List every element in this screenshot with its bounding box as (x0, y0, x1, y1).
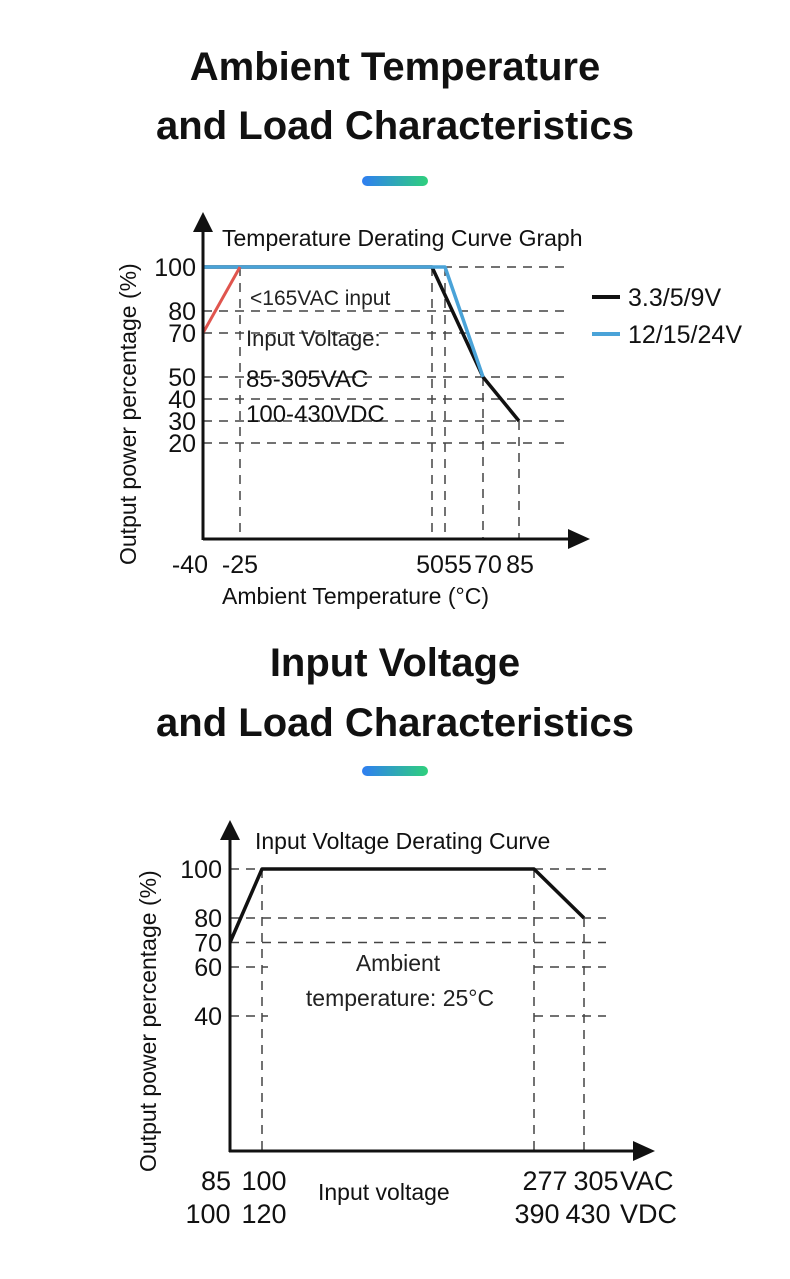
section1-title-line1: Ambient Temperature (189, 45, 601, 89)
c1-legend-label-blue: 12/15/24V (628, 321, 742, 349)
c2-xlabel: Input voltage (318, 1179, 450, 1205)
c1-title: Temperature Derating Curve Graph (222, 225, 583, 251)
c1-ytick-40: 40 (168, 386, 196, 414)
c2-x-unit-ac: VAC (620, 1166, 674, 1196)
c1-legend-label-black: 3.3/5/9V (628, 284, 721, 312)
c2-xtick-dc-100: 100 (185, 1199, 230, 1229)
c2-ytick-60: 60 (194, 954, 222, 982)
c1-xtick--25: -25 (222, 551, 258, 579)
c1-xtick--40: -40 (172, 551, 208, 579)
section1-accent-divider (362, 176, 428, 186)
c2-xtick-ac-305: 305 (573, 1166, 618, 1196)
c1-xtick-55: 55 (444, 551, 472, 579)
c2-title: Input Voltage Derating Curve (255, 828, 550, 854)
c2-x-unit-dc: VDC (620, 1199, 677, 1229)
c2-xtick-ac-100: 100 (241, 1166, 286, 1196)
c2-xtick-dc-390: 390 (514, 1199, 559, 1229)
c1-annotation-ac-range: 85-305VAC (246, 366, 368, 393)
c1-ytick-50: 50 (168, 364, 196, 392)
c1-xtick-70: 70 (474, 551, 502, 579)
c1-annotation-input-label: Input Voltage: (246, 326, 381, 351)
c1-xlabel: Ambient Temperature (°C) (222, 583, 489, 609)
c1-series-line-1 (203, 265, 485, 378)
c1-ytick-80: 80 (168, 298, 196, 326)
c1-x-axis-arrow (568, 529, 590, 549)
c1-ytick-100: 100 (154, 254, 196, 282)
c2-ylabel: Output power percentage (%) (135, 870, 161, 1172)
c1-ytick-30: 30 (168, 408, 196, 436)
c2-annotation-ambient-line1: Ambient (356, 950, 441, 976)
c1-ytick-20: 20 (168, 430, 196, 458)
c2-xtick-ac-277: 277 (522, 1166, 567, 1196)
c1-xtick-50: 50 (416, 551, 444, 579)
c2-annotation-ambient-line2: temperature: 25°C (306, 985, 494, 1011)
c2-y-axis-arrow (220, 820, 240, 840)
c1-ytick-70: 70 (168, 320, 196, 348)
c2-series-line-0 (228, 867, 586, 944)
section2-title-line2: and Load Characteristics (156, 701, 634, 745)
c1-annotation-low-line: <165VAC input (250, 287, 390, 310)
section1-title-line2: and Load Characteristics (156, 104, 634, 148)
section2-title-line1: Input Voltage (269, 641, 521, 685)
c2-ytick-70: 70 (194, 930, 222, 958)
c2-ytick-40: 40 (194, 1003, 222, 1031)
c2-x-axis-arrow (633, 1141, 655, 1161)
c2-xtick-ac-85: 85 (201, 1166, 231, 1196)
c1-y-axis-arrow (193, 212, 213, 232)
c1-annotation-dc-range: 100-430VDC (246, 401, 385, 428)
c1-series-line-2 (201, 266, 242, 334)
c1-xtick-85: 85 (506, 551, 534, 579)
c1-ylabel: Output power percentage (%) (115, 263, 141, 565)
c2-ytick-100: 100 (180, 856, 222, 884)
section2-accent-divider (362, 766, 428, 776)
c2-xtick-dc-430: 430 (565, 1199, 610, 1229)
c2-annotation-bg (268, 948, 528, 1020)
c2-xtick-dc-120: 120 (241, 1199, 286, 1229)
c2-ytick-80: 80 (194, 905, 222, 933)
